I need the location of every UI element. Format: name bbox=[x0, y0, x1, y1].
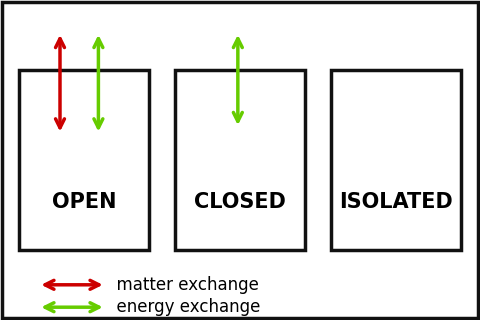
Text: matter exchange: matter exchange bbox=[106, 276, 258, 294]
Text: CLOSED: CLOSED bbox=[194, 192, 286, 212]
Bar bbox=[19, 70, 149, 250]
Text: ISOLATED: ISOLATED bbox=[339, 192, 453, 212]
Text: energy exchange: energy exchange bbox=[106, 298, 260, 316]
Bar bbox=[175, 70, 305, 250]
Text: OPEN: OPEN bbox=[52, 192, 116, 212]
Bar bbox=[331, 70, 461, 250]
